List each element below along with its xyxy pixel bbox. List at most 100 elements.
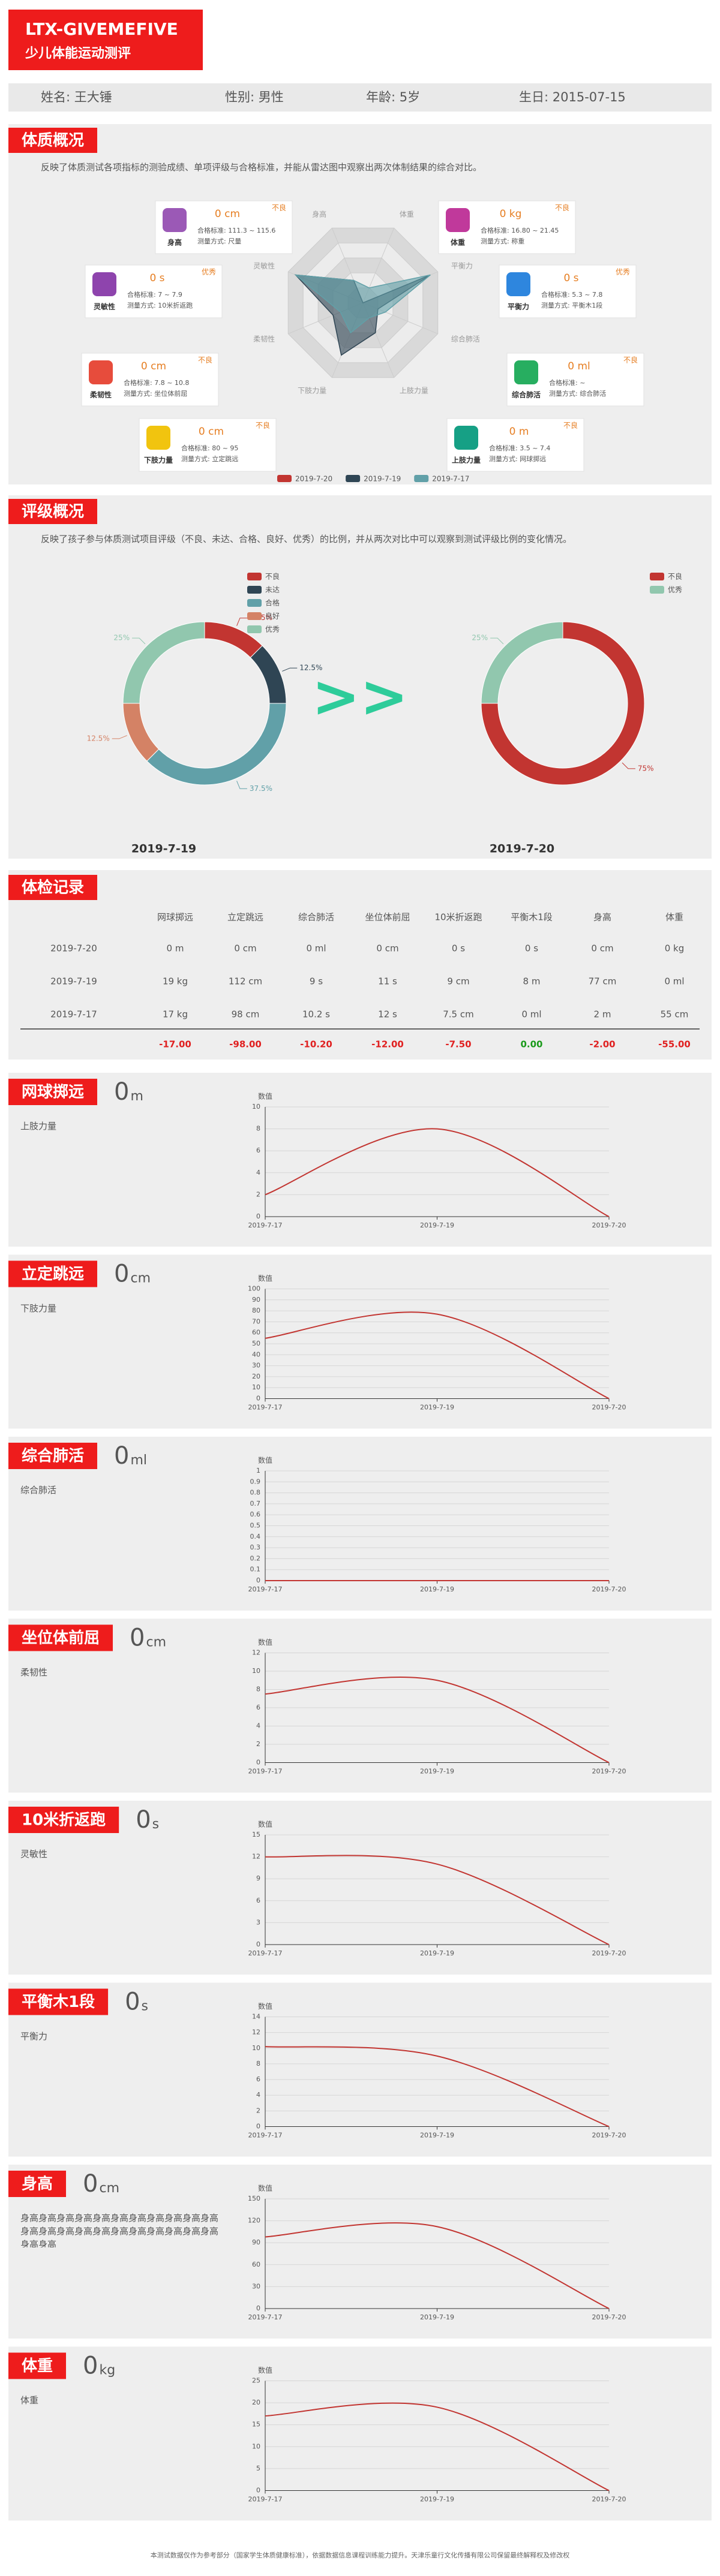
section-bg (8, 1254, 712, 1429)
x-tick-label: 2019-7-20 (592, 1585, 626, 1593)
info-item: 生日: 2015-07-15 (519, 90, 626, 104)
legend-label: 良好 (265, 612, 280, 621)
legend-swatch (247, 625, 262, 633)
section-title: 综合肺活 (22, 1447, 84, 1465)
metric-icon (92, 272, 116, 296)
y-tick-label: 60 (252, 1329, 260, 1337)
table-diff: -12.00 (371, 1039, 404, 1050)
y-tick-label: 15 (252, 2421, 260, 2428)
y-tick-label: 0.6 (250, 1510, 261, 1518)
section-tag (8, 1807, 119, 1833)
y-axis-name: 数值 (258, 2002, 272, 2011)
item-value: 0 (125, 1988, 140, 2016)
pie-label: 25% (113, 634, 130, 642)
metric-value: 0 cm (215, 208, 240, 220)
y-tick-label: 10 (252, 2442, 260, 2450)
pie-leader (490, 637, 504, 645)
y-tick-label: 4 (256, 1722, 260, 1730)
legend-label: 2019-7-19 (364, 475, 401, 483)
pie-label: 12.5% (299, 664, 322, 672)
y-tick-label: 30 (252, 1362, 260, 1370)
y-tick-label: 10 (252, 1103, 260, 1111)
table-cell: 112 cm (229, 976, 262, 987)
table-header: 综合肺活 (298, 912, 334, 923)
line-series (265, 1677, 610, 1764)
pie-leader (236, 781, 247, 789)
item-unit: cm (130, 1271, 151, 1286)
metric-method: 测量方式: 综合肺活 (549, 389, 606, 398)
table-cell: 9 s (310, 976, 323, 987)
metric-icon (506, 272, 530, 296)
header-box (8, 10, 203, 70)
y-tick-label: 5 (256, 2464, 260, 2472)
pie-label: 12.5% (87, 734, 110, 742)
metric-label: 灵敏性 (94, 302, 115, 311)
x-tick-label: 2019-7-17 (248, 2496, 283, 2503)
y-tick-label: 0 (256, 2487, 260, 2494)
x-tick-label: 2019-7-17 (248, 1404, 283, 1412)
x-tick-label: 2019-7-17 (248, 1768, 283, 1775)
metric-value: 0 ml (568, 360, 590, 372)
table-cell: 10.2 s (302, 1009, 330, 1020)
legend-swatch (247, 612, 262, 620)
metric-label: 上肢力量 (452, 456, 481, 465)
table-cell: 0 s (452, 943, 465, 954)
y-tick-label: 20 (252, 2399, 260, 2406)
section-tag (8, 875, 98, 900)
description-text: 综合肺活 (20, 1485, 57, 1495)
x-tick-label: 2019-7-17 (248, 1949, 283, 1957)
line-series (265, 1128, 610, 1217)
section-title: 立定跳远 (22, 1265, 84, 1283)
table-header: 平衡木1段 (511, 912, 553, 923)
pie-leader (236, 618, 247, 626)
table-cell: 19 kg (163, 976, 188, 987)
section-title: 体质概况 (22, 132, 84, 150)
metric-label: 柔韧性 (89, 390, 112, 399)
pie-slice (481, 621, 563, 704)
metric-icon (454, 426, 478, 450)
description: 反映了孩子参与体质测试项目评级（不良、未达、合格、良好、优秀）的比例，并从两次对… (41, 534, 572, 544)
legend-swatch (277, 475, 292, 482)
y-tick-label: 90 (252, 2238, 260, 2246)
x-tick-label: 2019-7-20 (592, 2313, 626, 2321)
y-tick-label: 4 (256, 1169, 260, 1176)
table-diff: -7.50 (445, 1039, 471, 1050)
description: 综合肺活 (20, 1485, 57, 1495)
legend-swatch (346, 475, 361, 482)
x-tick-label: 2019-7-20 (592, 1768, 626, 1775)
table-cell: 0 cm (591, 943, 613, 954)
metric-value: 0 s (149, 272, 164, 284)
y-tick-label: 25 (252, 2377, 260, 2385)
metric-method: 测量方式: 称重 (481, 237, 524, 245)
item-unit: ml (130, 1453, 147, 1468)
metric-icon (89, 360, 113, 384)
y-tick-label: 150 (248, 2195, 260, 2202)
section-tag (8, 1988, 109, 2015)
table-cell: 17 kg (163, 1009, 188, 1020)
y-tick-label: 2 (256, 1740, 260, 1748)
legend-swatch (247, 573, 262, 580)
table-cell: 9 cm (447, 976, 469, 987)
table-diff: -98.00 (229, 1039, 262, 1050)
section-bg (8, 2346, 712, 2521)
legend-swatch (650, 573, 664, 580)
item-value: 0 (136, 1806, 151, 1834)
pie-title: 2019-7-20 (490, 842, 554, 856)
section-bg (8, 1073, 712, 1247)
y-tick-label: 0 (256, 2123, 260, 2130)
metric-value: 0 cm (199, 426, 224, 438)
section-bg (8, 870, 712, 1060)
metric-method: 测量方式: 立定跳远 (181, 455, 238, 463)
table-diff: 0.00 (520, 1039, 542, 1050)
metric-value: 0 m (509, 426, 529, 438)
y-tick-label: 6 (256, 2075, 260, 2083)
pie-leader (282, 667, 298, 672)
y-tick-label: 10 (252, 1383, 260, 1391)
section-tag (8, 1624, 113, 1651)
table-diff: -17.00 (159, 1039, 191, 1050)
y-tick-label: 0 (256, 1395, 260, 1403)
x-tick-label: 2019-7-19 (420, 2132, 454, 2139)
item-unit: s (142, 1999, 148, 2014)
pie-slice (122, 621, 205, 704)
info-item: 性别: 男性 (225, 90, 284, 104)
